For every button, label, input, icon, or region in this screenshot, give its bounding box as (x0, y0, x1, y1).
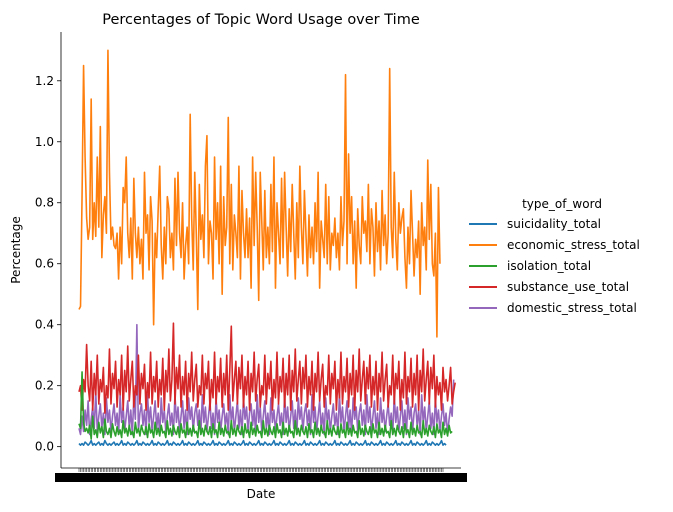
series-lines (78, 49, 456, 446)
series-line-suicidality-total (78, 439, 447, 446)
series-line-substance-use-total (78, 322, 456, 414)
y-tick-label: 0.4 (35, 318, 54, 332)
legend: type_of_word suicidality_total economic_s… (469, 197, 640, 315)
y-axis-ticks: 0.0 0.2 0.4 0.6 0.8 1.0 1.2 (35, 74, 61, 454)
series-line-economic-stress-total (78, 49, 441, 338)
legend-label: domestic_stress_total (507, 301, 637, 315)
chart-title: Percentages of Topic Word Usage over Tim… (102, 12, 420, 28)
y-axis-label: Percentage (9, 216, 23, 284)
y-tick-label: 0.0 (35, 440, 54, 454)
x-axis-ticks: 9/1 9/29 (55, 468, 467, 484)
x-tick-label-last: 9/29 (442, 471, 467, 484)
legend-label: substance_use_total (507, 280, 629, 294)
legend-label: suicidality_total (507, 217, 601, 231)
y-tick-label: 1.0 (35, 135, 54, 149)
legend-title: type_of_word (522, 197, 602, 211)
x-tick-label-first: 9/1 (55, 471, 73, 484)
legend-label: economic_stress_total (507, 238, 640, 252)
y-tick-label: 0.6 (35, 257, 54, 271)
legend-label: isolation_total (507, 259, 591, 273)
x-axis-label: Date (247, 487, 276, 501)
y-tick-label: 0.8 (35, 196, 54, 210)
y-tick-label: 1.2 (35, 74, 54, 88)
y-tick-label: 0.2 (35, 379, 54, 393)
x-tick-label-band (55, 473, 467, 482)
series-line-isolation-total (78, 371, 453, 440)
